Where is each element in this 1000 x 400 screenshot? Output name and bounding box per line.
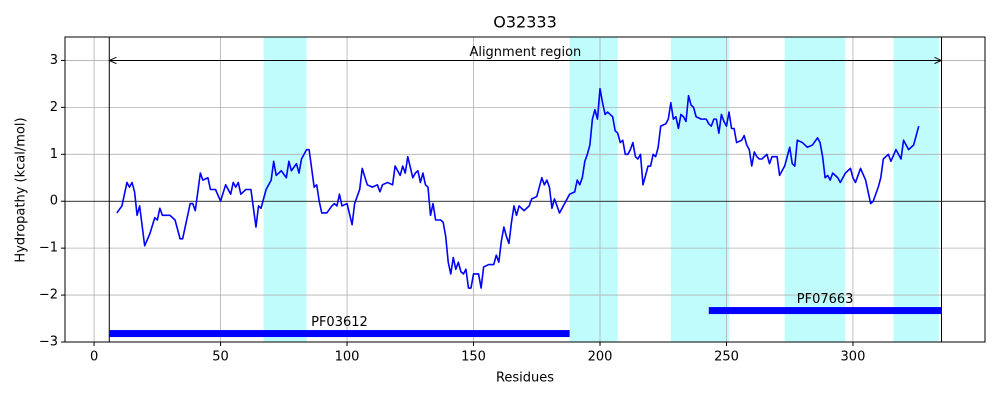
highlight-span — [893, 37, 939, 342]
y-axis-label: Hydropathy (kcal/mol) — [14, 117, 29, 262]
x-tick-label: 250 — [714, 350, 739, 365]
annotation-label: Alignment region — [469, 45, 581, 60]
y-tick-label: 0 — [50, 194, 58, 209]
chart-title: O32333 — [493, 13, 557, 32]
x-tick-label: 0 — [90, 350, 98, 365]
plot-frame — [64, 36, 986, 343]
y-tick-label: −1 — [39, 241, 58, 256]
domain-label: PF03612 — [311, 315, 368, 330]
x-tick-label: 50 — [212, 350, 229, 365]
highlight-span — [670, 37, 730, 342]
x-tick-label: 100 — [335, 350, 360, 365]
highlight-span — [784, 37, 846, 342]
x-tick-label: 200 — [588, 350, 613, 365]
domain-label: PF07663 — [797, 292, 854, 307]
data-line — [116, 87, 920, 289]
y-tick-label: 1 — [50, 147, 58, 162]
highlight-span — [263, 37, 307, 342]
domain-bar — [109, 330, 570, 338]
y-tick-label: −3 — [39, 335, 58, 350]
x-tick-label: 150 — [461, 350, 486, 365]
x-axis-label: Residues — [496, 371, 554, 386]
y-tick-label: 3 — [50, 53, 58, 68]
highlight-span — [569, 37, 618, 342]
x-tick-label: 300 — [841, 350, 866, 365]
domain-bar — [708, 307, 942, 315]
y-tick-label: 2 — [50, 100, 58, 115]
y-tick-label: −2 — [39, 288, 58, 303]
